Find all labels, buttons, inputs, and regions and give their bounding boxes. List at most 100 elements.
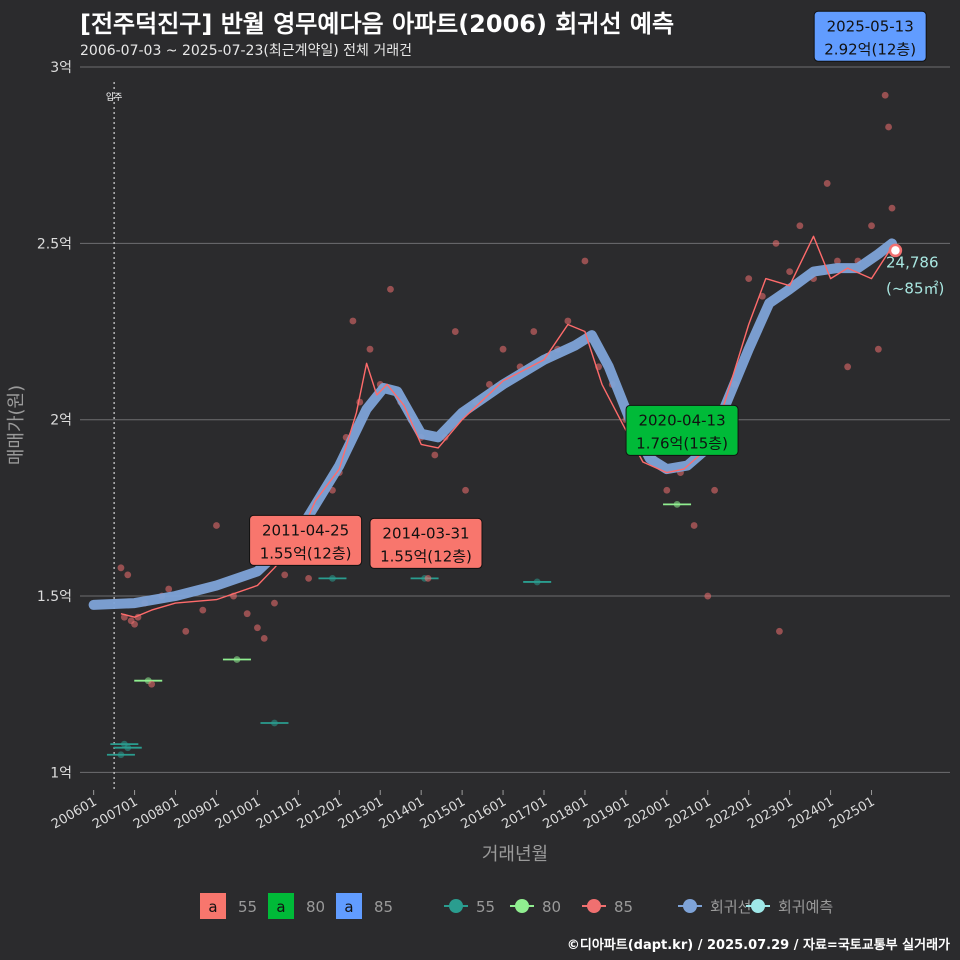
legend-point-label: 회귀선 <box>710 898 751 916</box>
x-tick-label: 201201 <box>295 794 345 832</box>
data-point-85 <box>745 275 753 283</box>
data-point-85 <box>868 222 875 230</box>
x-tick-label: 201601 <box>459 794 509 832</box>
legend-key-marker-회귀예측 <box>751 899 765 913</box>
data-point-85 <box>663 486 671 494</box>
data-point-85 <box>213 522 220 529</box>
annotation-date: 2011-04-25 <box>262 521 349 539</box>
data-point-85 <box>243 610 251 618</box>
x-tick-label: 201401 <box>377 794 427 832</box>
y-tick-label: 2.5억 <box>37 236 72 252</box>
y-tick-label: 1.5억 <box>37 589 72 605</box>
data-point-85 <box>431 451 439 459</box>
legend-box-80 <box>268 893 294 919</box>
x-tick-label: 201001 <box>213 794 263 832</box>
legend-key-marker-55 <box>449 899 463 913</box>
data-point-85 <box>874 345 882 353</box>
credit-text: ©디아파트(dapt.kr) / 2025.07.29 / 자료=국토교통부 실… <box>566 938 950 953</box>
legend-box-label: 85 <box>374 898 393 916</box>
data-point-85 <box>704 592 712 600</box>
y-tick-label: 2억 <box>50 413 72 429</box>
y-axis-title: 매매가(원) <box>6 385 27 465</box>
data-point-85 <box>758 292 766 300</box>
legend-point-label: 회귀예측 <box>778 898 833 916</box>
data-point-85 <box>786 268 794 275</box>
data-point-85 <box>387 285 394 293</box>
legend-box-key: a <box>276 898 285 916</box>
annotation-price: 2.92억(12층) <box>824 40 916 58</box>
x-tick-label: 202201 <box>704 794 754 832</box>
data-point-85 <box>462 486 469 494</box>
x-tick-label: 200701 <box>90 794 140 832</box>
legend-point-label: 55 <box>476 898 495 916</box>
data-point-85 <box>182 627 190 635</box>
data-point-85 <box>254 624 261 632</box>
data-point-85 <box>271 599 278 607</box>
legend-point-label: 80 <box>542 898 561 916</box>
legend-box-85 <box>336 893 362 919</box>
legend-key-marker-85 <box>587 899 601 913</box>
annotation-date: 2025-05-13 <box>827 17 914 35</box>
data-point-85 <box>281 571 289 579</box>
data-point-85 <box>165 585 173 593</box>
data-point-85 <box>366 345 374 353</box>
data-point-85 <box>776 627 783 635</box>
x-tick-label: 202001 <box>622 794 672 832</box>
legend-box-label: 80 <box>306 898 325 916</box>
data-point-85 <box>451 328 459 335</box>
data-point-85 <box>711 486 718 494</box>
data-point-85 <box>260 634 268 642</box>
y-tick-label: 3억 <box>50 60 72 76</box>
x-tick-label: 202101 <box>663 794 713 832</box>
legend-key-marker-회귀선 <box>683 899 697 913</box>
data-point-85 <box>486 381 493 388</box>
data-point-85 <box>796 222 804 230</box>
legend-box-key: a <box>344 898 353 916</box>
annotation-box <box>249 514 363 566</box>
data-point-85 <box>499 345 507 353</box>
legend-key-marker-80 <box>515 899 529 913</box>
annotation-price: 1.55억(12층) <box>260 544 352 562</box>
regression-line <box>88 238 897 610</box>
data-point-85 <box>148 680 156 688</box>
data-point-85 <box>199 606 207 614</box>
y-tick-label: 1억 <box>50 765 72 781</box>
annotation-box <box>369 517 483 569</box>
data-point-85 <box>581 257 589 265</box>
legend-box-key: a <box>208 898 217 916</box>
forecast-value-label: 24,786 <box>886 253 939 271</box>
data-point-85 <box>834 257 841 265</box>
data-point-85 <box>823 180 831 187</box>
data-point-85 <box>349 317 357 325</box>
data-point-85 <box>772 239 780 247</box>
x-tick-label: 201701 <box>500 794 550 832</box>
x-tick-label: 201901 <box>581 794 631 832</box>
data-point-85 <box>131 620 138 628</box>
x-tick-label: 202401 <box>786 794 836 832</box>
annotation-price: 1.76억(15층) <box>636 434 728 452</box>
x-tick-label: 201101 <box>254 794 304 832</box>
annotation-date: 2014-03-31 <box>382 524 469 542</box>
forecast-area-label: (~85㎡) <box>886 279 944 297</box>
chart-title: [전주덕진구] 반월 영무예다음 아파트(2006) 회귀선 예측 <box>80 10 675 38</box>
x-tick-label: 201501 <box>418 794 468 832</box>
data-point-85 <box>424 575 432 582</box>
x-tick-label: 200901 <box>172 794 222 832</box>
data-point-85 <box>305 575 312 582</box>
data-point-85 <box>564 317 572 325</box>
x-tick-label: 201801 <box>540 794 590 832</box>
x-tick-label: 202301 <box>745 794 795 832</box>
data-point-85 <box>888 204 896 212</box>
x-tick-label: 200601 <box>49 794 99 832</box>
annotation-price: 1.55억(12층) <box>380 547 472 565</box>
price-trend-line <box>120 235 893 618</box>
data-point-85 <box>881 91 889 99</box>
data-point-85 <box>530 328 538 335</box>
legend-point-label: 85 <box>614 898 633 916</box>
legend-box-55 <box>200 893 226 919</box>
annotation-box <box>813 10 927 62</box>
x-tick-label: 200801 <box>131 794 181 832</box>
x-tick-label: 202501 <box>827 794 877 832</box>
data-point-85 <box>690 522 698 529</box>
